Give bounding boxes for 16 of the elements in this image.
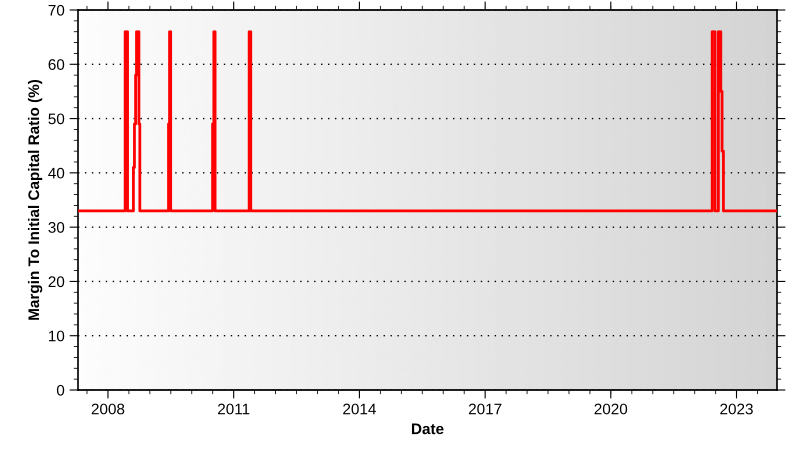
y-axis-title: Margin To Initial Capital Ratio (%) [28, 80, 42, 320]
x-axis-title: Date [412, 424, 444, 434]
y-tick-label: 30 [48, 222, 64, 233]
y-tick-label: 0 [56, 384, 64, 396]
y-tick-label: 40 [48, 168, 64, 179]
x-tick-label: 2017 [468, 404, 502, 414]
x-tick-label: 2023 [720, 404, 753, 414]
y-tick-label: 50 [48, 113, 64, 124]
y-tick-label: 20 [48, 276, 64, 288]
y-tick-label: 70 [48, 4, 64, 16]
x-tick-label: 2014 [343, 404, 376, 414]
x-tick-label: 2011 [218, 404, 250, 414]
y-tick-label: 60 [48, 59, 64, 70]
x-tick-label: 2008 [92, 404, 124, 414]
x-tick-label: 2020 [594, 404, 628, 414]
y-tick-label: 10 [48, 330, 64, 342]
